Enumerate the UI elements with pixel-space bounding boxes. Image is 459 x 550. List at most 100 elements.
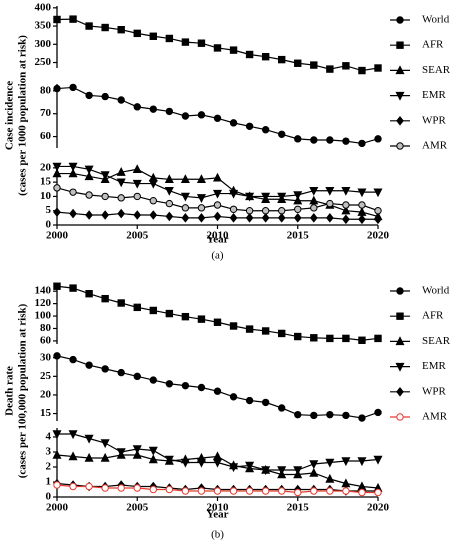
data-point [101, 484, 109, 492]
data-point [69, 188, 77, 196]
data-point [117, 194, 125, 202]
data-point [213, 44, 222, 52]
data-point [374, 408, 382, 417]
data-point [53, 15, 61, 24]
data-point [52, 168, 62, 178]
data-point [374, 214, 382, 225]
data-point [310, 411, 318, 420]
data-point [229, 213, 238, 223]
data-point [132, 164, 142, 173]
legend-label: EMR [422, 360, 447, 372]
data-point [277, 192, 287, 202]
x-tick-label: 2000 [46, 502, 69, 514]
data-point [69, 284, 77, 292]
data-point [181, 204, 190, 212]
data-point [245, 325, 254, 333]
data-point [52, 162, 62, 172]
data-point [293, 213, 302, 223]
data-point [69, 15, 77, 23]
series-line [56, 285, 379, 341]
data-point [197, 204, 206, 212]
x-tick-label: 2020 [367, 502, 390, 514]
data-point [164, 455, 174, 465]
legend-label: SEAR [422, 335, 451, 347]
data-point [310, 334, 318, 342]
y-tick-label: 70 [40, 107, 52, 119]
data-point [342, 487, 350, 495]
data-point [69, 208, 77, 219]
data-point [261, 213, 270, 223]
data-point [53, 184, 61, 192]
legend-label: EMR [422, 89, 447, 101]
legend-marker [395, 336, 405, 346]
legend-marker [396, 142, 404, 150]
data-point [358, 66, 366, 75]
data-point [181, 38, 190, 46]
y-tick-label: 5 [46, 204, 52, 216]
x-tick-label: 2020 [367, 230, 390, 242]
data-point [165, 380, 174, 388]
data-point [374, 334, 382, 343]
data-point [325, 473, 335, 483]
y-tick-label: 4 [46, 431, 52, 443]
data-point [278, 130, 286, 138]
data-point [342, 334, 350, 343]
data-point [84, 165, 94, 175]
data-point [294, 332, 302, 341]
data-point [148, 446, 158, 456]
x-tick-label: 2005 [126, 502, 149, 514]
data-point [341, 187, 351, 196]
data-point [358, 336, 366, 344]
y-tick-label: 250 [35, 56, 52, 68]
data-point [101, 294, 109, 303]
data-point [278, 404, 286, 412]
data-point [293, 191, 303, 201]
data-point [309, 195, 319, 205]
data-point [229, 322, 238, 330]
y-tick-label: 300 [35, 38, 52, 50]
data-point [229, 119, 238, 127]
data-point [117, 299, 125, 307]
data-point [294, 205, 302, 213]
data-point [229, 487, 238, 495]
data-point [52, 449, 62, 459]
data-point [53, 352, 61, 360]
data-point [342, 62, 350, 70]
data-point [100, 439, 110, 449]
data-point [148, 179, 158, 189]
legend-marker [396, 287, 404, 295]
legend-label: AMR [422, 140, 448, 152]
data-point [261, 126, 270, 134]
data-point [310, 136, 318, 144]
data-point [52, 430, 62, 440]
data-point [117, 96, 125, 104]
data-point [132, 449, 142, 459]
data-point [84, 434, 94, 444]
data-point [326, 334, 334, 343]
legend-label: WPR [422, 114, 447, 126]
caption: (b) [211, 529, 224, 541]
data-point [309, 187, 319, 196]
data-point [357, 188, 367, 198]
data-point [117, 484, 125, 492]
data-point [101, 192, 109, 201]
data-point [116, 448, 126, 458]
data-point [101, 210, 109, 220]
data-point [165, 485, 174, 494]
data-point [85, 191, 93, 199]
data-point [213, 114, 222, 122]
data-point [164, 174, 174, 183]
data-point [53, 282, 61, 290]
data-point [261, 487, 270, 495]
data-point [100, 452, 110, 462]
y-tick-label: 350 [35, 20, 52, 32]
series-line [56, 355, 379, 419]
data-point [116, 178, 126, 188]
data-point [53, 481, 61, 489]
data-point [373, 188, 383, 198]
data-point [326, 487, 334, 495]
y-tick-label: 20 [40, 388, 52, 400]
data-point [278, 487, 286, 495]
data-point [261, 192, 271, 202]
